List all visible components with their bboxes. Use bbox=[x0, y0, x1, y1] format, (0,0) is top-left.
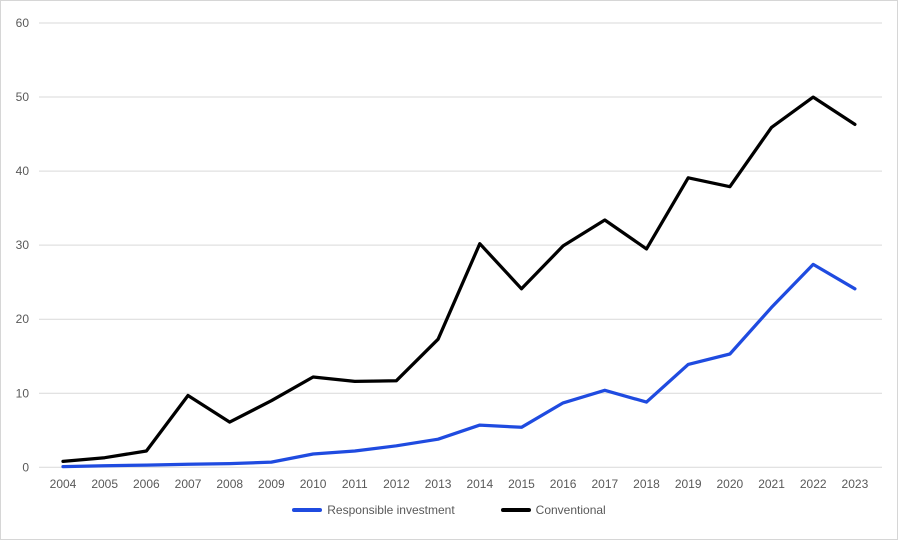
x-axis-tick-label: 2005 bbox=[91, 477, 118, 491]
series-line-responsible-investment bbox=[61, 262, 857, 469]
legend-label: Responsible investment bbox=[327, 503, 455, 517]
y-axis-tick-label: 30 bbox=[16, 238, 30, 252]
x-axis-tick-label: 2021 bbox=[758, 477, 785, 491]
y-axis-tick-label: 20 bbox=[16, 312, 30, 326]
x-axis-tick-label: 2022 bbox=[800, 477, 827, 491]
x-axis-tick-label: 2007 bbox=[175, 477, 202, 491]
x-axis-tick-label: 2023 bbox=[842, 477, 869, 491]
x-axis-tick-label: 2012 bbox=[383, 477, 410, 491]
y-axis-tick-label: 40 bbox=[16, 164, 30, 178]
x-axis-tick-label: 2013 bbox=[425, 477, 452, 491]
x-axis-tick-label: 2017 bbox=[591, 477, 618, 491]
series-line-conventional bbox=[61, 95, 857, 464]
x-axis-tick-label: 2015 bbox=[508, 477, 535, 491]
x-axis-tick-label: 2009 bbox=[258, 477, 285, 491]
legend-item-conventional: Conventional bbox=[500, 503, 606, 517]
y-axis-tick-label: 60 bbox=[16, 16, 30, 30]
x-axis-tick-label: 2008 bbox=[216, 477, 243, 491]
y-axis-tick-label: 50 bbox=[16, 90, 30, 104]
x-axis-tick-label: 2019 bbox=[675, 477, 702, 491]
x-axis-tick-label: 2011 bbox=[342, 477, 368, 491]
y-axis-tick-label: 0 bbox=[22, 460, 29, 474]
legend-item-responsible-investment: Responsible investment bbox=[292, 503, 455, 517]
legend-label: Conventional bbox=[535, 503, 606, 517]
x-axis-tick-label: 2018 bbox=[633, 477, 660, 491]
x-axis-tick-label: 2004 bbox=[50, 477, 77, 491]
legend: Responsible investment Conventional bbox=[1, 504, 897, 516]
legend-line-swatch bbox=[292, 508, 323, 512]
x-axis-tick-label: 2006 bbox=[133, 477, 160, 491]
x-axis-tick-label: 2014 bbox=[466, 477, 493, 491]
legend-line-swatch bbox=[500, 508, 531, 512]
y-axis-tick-label: 10 bbox=[16, 386, 30, 400]
x-axis-tick-label: 2010 bbox=[300, 477, 327, 491]
x-axis-tick-label: 2016 bbox=[550, 477, 577, 491]
x-axis-tick-label: 2020 bbox=[717, 477, 744, 491]
